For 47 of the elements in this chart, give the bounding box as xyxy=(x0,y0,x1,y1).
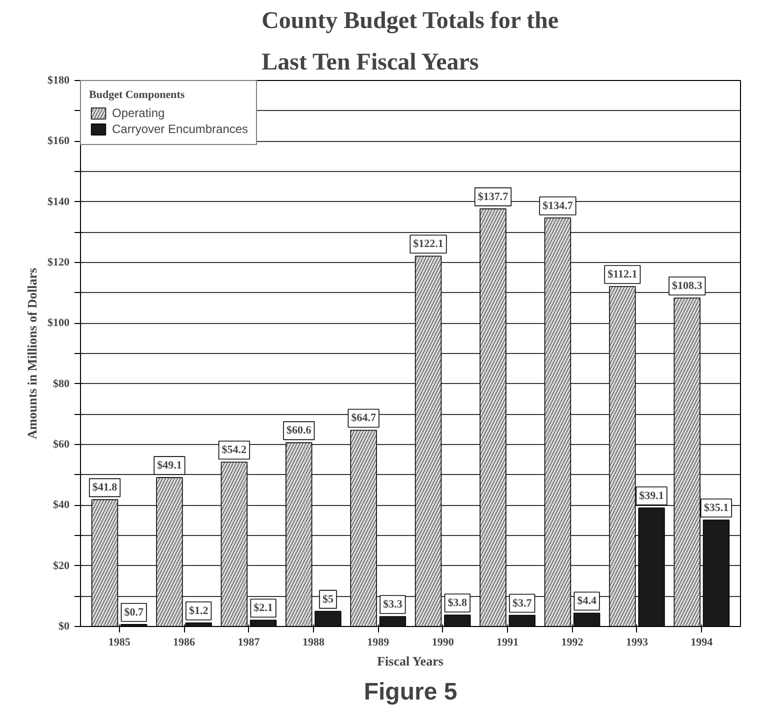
data-label: $60.6 xyxy=(286,424,312,437)
data-label: $3.7 xyxy=(512,597,532,610)
data-label: $0.7 xyxy=(124,606,144,618)
y-tick-label: $60 xyxy=(53,438,70,450)
y-tick-label: $0 xyxy=(58,620,70,632)
y-tick-label: $120 xyxy=(48,256,70,268)
data-label: $41.8 xyxy=(92,482,118,494)
x-tick-label: 1986 xyxy=(173,636,196,648)
y-tick-label: $180 xyxy=(48,74,70,86)
chart-title: County Budget Totals for the Last Ten Fiscal Years xyxy=(262,8,559,76)
y-tick-label: $160 xyxy=(48,135,70,148)
x-tick-label: 1987 xyxy=(238,636,260,648)
x-tick-label: 1988 xyxy=(302,636,325,648)
y-axis-title: Amounts in Millions of Dollars xyxy=(24,268,40,440)
y-tick-label: $20 xyxy=(53,560,70,572)
data-label: $137.7 xyxy=(478,190,509,203)
data-label: $49.1 xyxy=(157,460,182,472)
x-tick-label: 1992 xyxy=(561,636,584,648)
data-label: $122.1 xyxy=(413,238,444,250)
caption: Figure 5 xyxy=(364,678,458,706)
x-tick-label: 1990 xyxy=(432,636,454,648)
y-tick-label: $140 xyxy=(48,196,70,208)
legend-title: Budget Components xyxy=(89,89,186,101)
data-label: $54.2 xyxy=(222,444,248,456)
data-label: $112.1 xyxy=(608,268,638,280)
y-tick-label: $40 xyxy=(53,499,70,512)
data-label: $3.3 xyxy=(383,598,403,610)
data-label: $39.1 xyxy=(639,490,664,502)
data-label: $35.1 xyxy=(704,502,729,514)
x-tick-label: 1989 xyxy=(367,636,390,648)
x-axis-title: Fiscal Years xyxy=(377,654,444,668)
x-tick-label: 1985 xyxy=(108,636,131,648)
data-label: $134.7 xyxy=(542,200,574,212)
data-label: $2.1 xyxy=(254,602,273,614)
data-label: $4.4 xyxy=(577,595,597,608)
y-tick-label: $80 xyxy=(53,378,70,390)
data-label: $1.2 xyxy=(188,604,209,617)
data-label: $3.8 xyxy=(448,596,468,609)
x-tick-label: 1993 xyxy=(626,636,648,648)
legend-label: Carryover Encumbrances xyxy=(112,122,248,136)
data-label: $5 xyxy=(322,593,334,606)
legend-label: Operating xyxy=(112,106,165,120)
data-label: $64.7 xyxy=(351,412,376,424)
x-tick-label: 1994 xyxy=(690,636,714,648)
data-label: $108.3 xyxy=(672,280,703,292)
y-tick-label: $100 xyxy=(48,317,70,330)
x-tick-label: 1991 xyxy=(496,636,519,648)
